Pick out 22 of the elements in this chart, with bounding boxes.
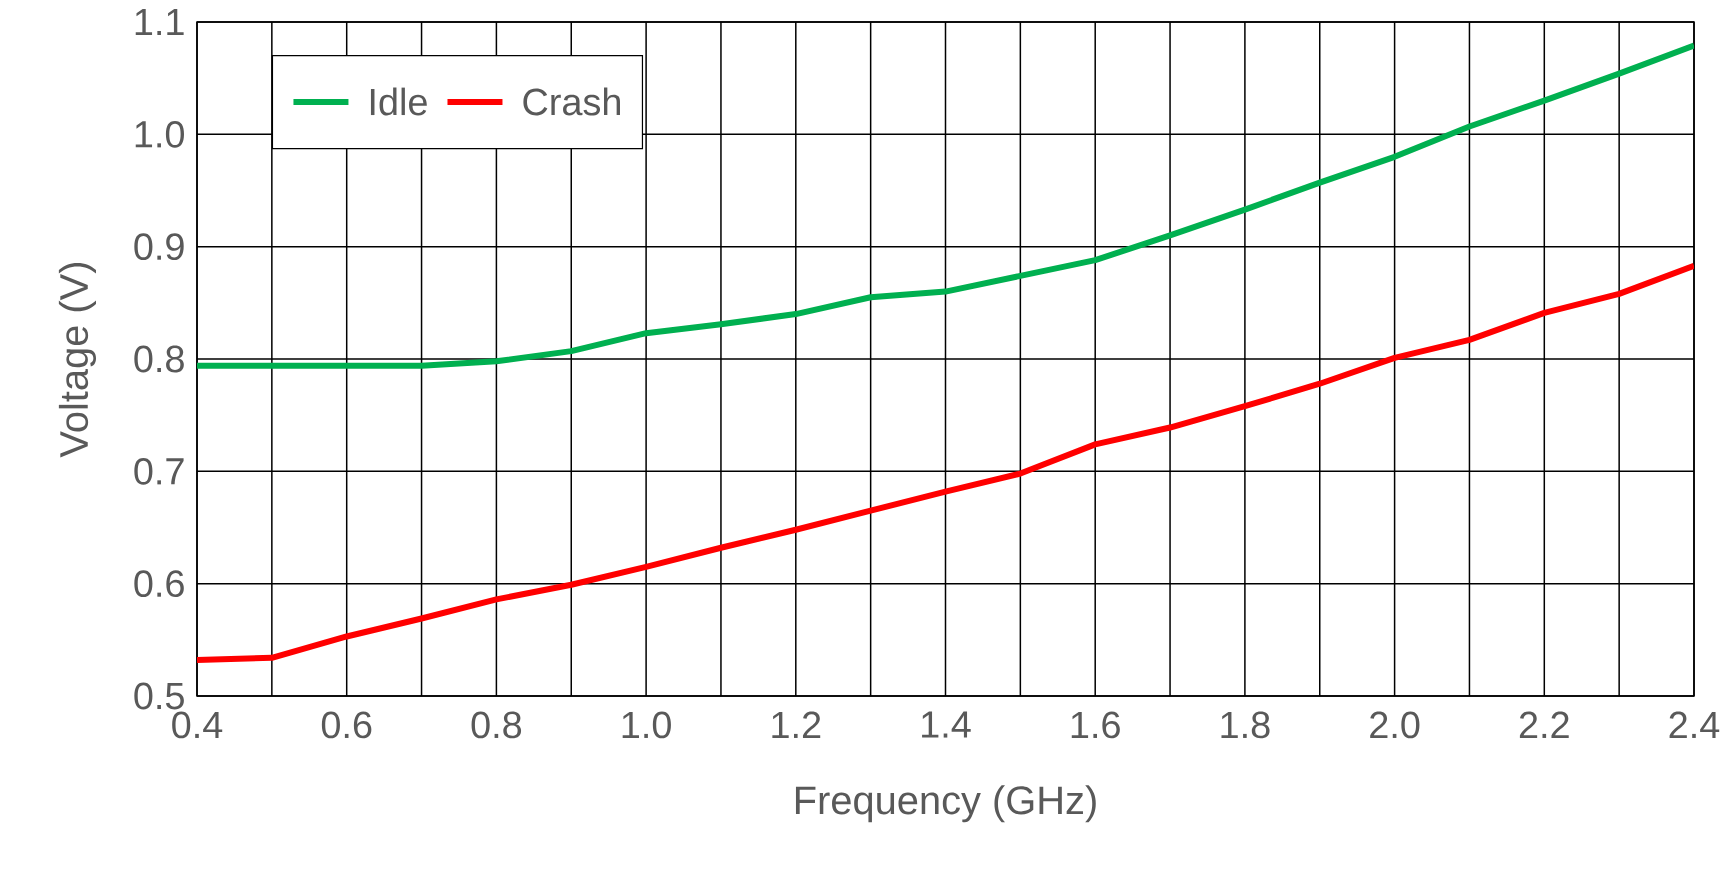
x-tick-label: 2.4 <box>1669 711 1720 738</box>
y-tick-label: 0.7 <box>134 457 184 485</box>
y-tick-label: 0.6 <box>134 570 184 598</box>
x-tick-label: 0.4 <box>172 711 223 739</box>
x-tick-label: 1.2 <box>772 711 821 738</box>
x-tick-label: 2.2 <box>1519 711 1569 738</box>
x-tick-label: 0.6 <box>321 711 372 739</box>
y-tick-label: 0.8 <box>134 345 184 373</box>
y-axis-title: Voltage (V) <box>58 262 97 458</box>
x-tick-label: 1.6 <box>1071 711 1120 739</box>
x-axis-title: Frequency (GHz) <box>795 785 1096 823</box>
x-tick-label: 1.4 <box>922 711 971 738</box>
text: 2.0 <box>1370 711 1420 739</box>
y-tick-label: 0.9 <box>134 233 184 261</box>
y-tick-label: 0.5 <box>134 682 184 710</box>
text: 1.0 <box>135 120 184 148</box>
y-tick-label: 1.1 <box>135 8 184 36</box>
legend-label: Idle <box>370 87 427 116</box>
x-tick-label: 0.8 <box>471 711 522 739</box>
x-tick-label: 1.8 <box>1221 711 1270 739</box>
legend-label: Crash <box>523 87 620 116</box>
text: 1.0 <box>622 711 671 739</box>
